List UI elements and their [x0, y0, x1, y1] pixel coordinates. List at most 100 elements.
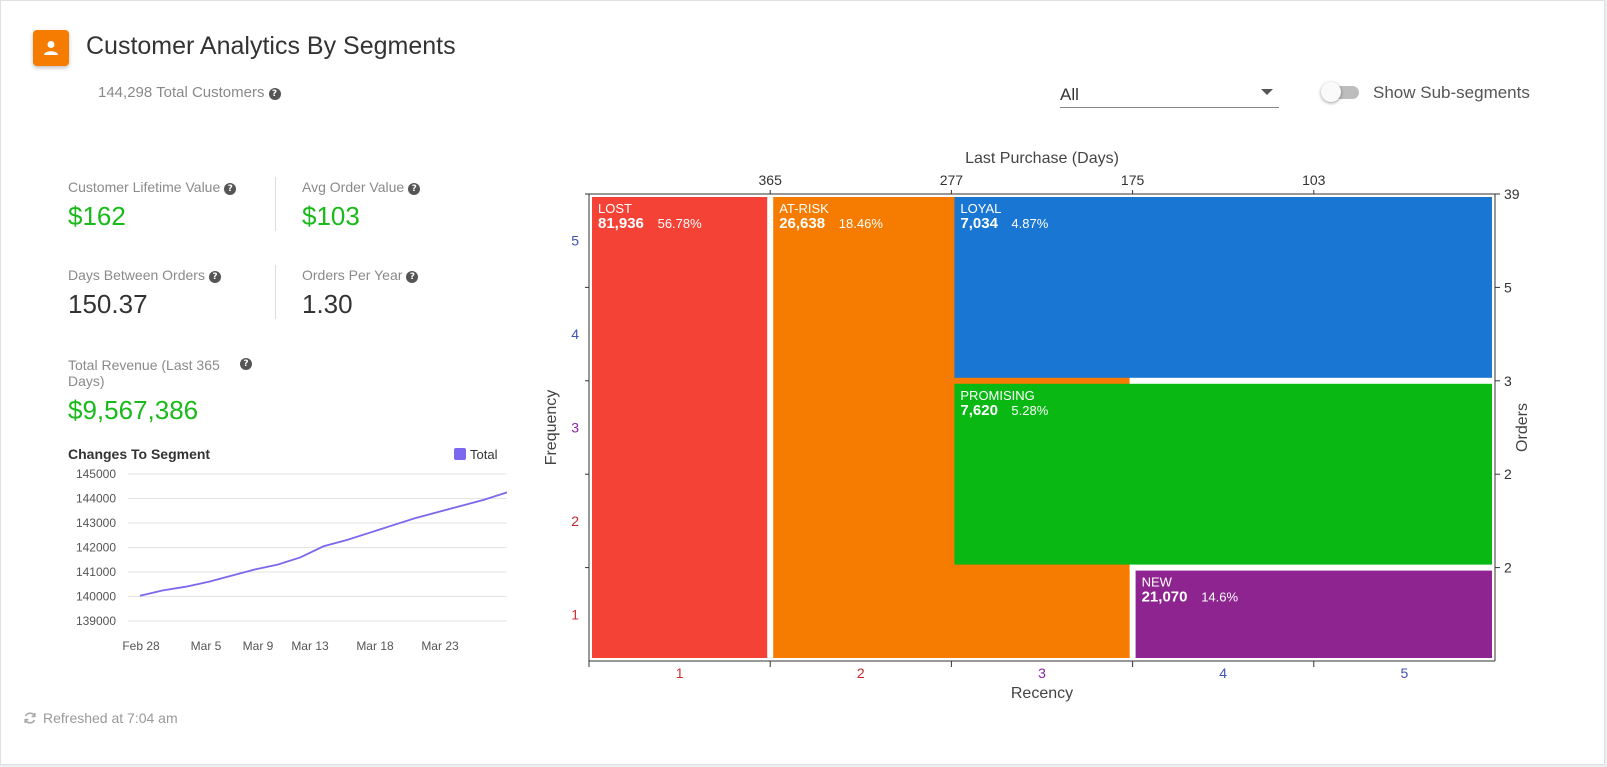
- y-tick-label: 4: [571, 326, 579, 342]
- segment-name: LOYAL: [960, 201, 1001, 216]
- help-icon[interactable]: ?: [408, 183, 421, 195]
- segment-block-promising: [954, 383, 1492, 565]
- metric-label-text: Avg Order Value: [302, 179, 405, 195]
- right-axis-label: Orders: [1514, 403, 1531, 452]
- metric-label: Orders Per Year?: [302, 267, 419, 283]
- segment-filter-select[interactable]: All: [1060, 82, 1279, 108]
- refreshed-text: Refreshed at 7:04 am: [43, 710, 178, 726]
- help-icon[interactable]: ?: [406, 271, 419, 283]
- y-tick-label: 1: [571, 606, 579, 622]
- x-tick-label: Mar 13: [291, 639, 329, 653]
- metric-label: Avg Order Value?: [302, 179, 421, 195]
- x-tick-label: Mar 5: [191, 639, 222, 653]
- metric-value: $9,567,386: [68, 395, 199, 425]
- segment-block-at-risk-extension: [948, 570, 1130, 658]
- y-tick-label: 141000: [76, 565, 116, 579]
- segment-count: 26,638: [779, 215, 825, 232]
- help-icon[interactable]: ?: [224, 183, 237, 195]
- x-tick-label: 1: [676, 665, 684, 681]
- refreshed-status: Refreshed at 7:04 am: [23, 710, 178, 726]
- y-tick-label: 5: [571, 233, 579, 249]
- chevron-down-icon: [1261, 89, 1273, 95]
- total-customers-text: 144,298 Total Customers: [98, 84, 265, 101]
- top-tick-label: 175: [1121, 172, 1145, 188]
- y-tick-label: 145000: [76, 467, 116, 481]
- help-icon[interactable]: ?: [268, 88, 281, 100]
- toggle-knob: [1321, 82, 1341, 102]
- changes-line-chart: 145000 144000 143000 142000 141000 140000 1390…: [76, 467, 508, 653]
- metric-value: $103: [302, 201, 360, 231]
- segment-filter-value: All: [1060, 85, 1079, 104]
- segment-block-new: [1135, 570, 1492, 658]
- segment-block-lost: [592, 197, 768, 658]
- x-tick-label: Mar 23: [421, 639, 459, 653]
- metric-orders-per-year: Orders Per Year? 1.30: [302, 267, 419, 320]
- y-tick-label: 3: [571, 420, 579, 436]
- sub-segments-label: Show Sub-segments: [1373, 83, 1530, 102]
- y-tick-label: 2: [571, 513, 579, 529]
- segment-pct: 5.28%: [1011, 403, 1048, 418]
- metric-label-text: Customer Lifetime Value: [68, 179, 221, 195]
- legend-label: Total: [470, 447, 498, 462]
- segment-block-loyal: [954, 197, 1492, 378]
- x-tick-label: 3: [1038, 665, 1046, 681]
- top-tick-label: 103: [1302, 172, 1326, 188]
- segment-count: 7,620: [960, 402, 998, 419]
- refresh-icon[interactable]: [23, 711, 37, 725]
- metric-label-text: Orders Per Year: [302, 267, 403, 283]
- person-icon: [33, 30, 69, 66]
- segment-name: AT-RISK: [779, 201, 829, 216]
- total-customers: 144,298 Total Customers?: [98, 84, 281, 101]
- x-tick-label: Mar 18: [356, 639, 394, 653]
- metric-label-text: Total Revenue (Last 365 Days): [68, 357, 220, 389]
- segment-count: 7,034: [960, 215, 998, 232]
- segment-name: PROMISING: [960, 388, 1034, 403]
- y-tick-label: 140000: [76, 590, 116, 604]
- metric-label: Days Between Orders?: [68, 267, 221, 283]
- segment-name: NEW: [1142, 575, 1173, 590]
- sub-segments-toggle[interactable]: [1321, 82, 1361, 102]
- series-line-total: [139, 491, 508, 597]
- x-tick-label: Mar 9: [243, 639, 274, 653]
- x-tick-label: Feb 28: [122, 639, 160, 653]
- legend-swatch: [454, 448, 466, 460]
- y-tick-label: 144000: [76, 492, 116, 506]
- help-icon[interactable]: ?: [208, 271, 221, 283]
- x-tick-label: 2: [857, 665, 865, 681]
- metric-value: 1.30: [302, 289, 353, 319]
- x-tick-label: 4: [1219, 665, 1227, 681]
- segment-pct: 56.78%: [658, 216, 703, 231]
- page-title: Customer Analytics By Segments: [86, 32, 456, 60]
- y-tick-label: 142000: [76, 541, 116, 555]
- segment-name: LOST: [598, 201, 632, 216]
- y-tick-label: 139000: [76, 614, 116, 628]
- metric-clv: Customer Lifetime Value? $162: [68, 179, 237, 232]
- metric-value: $162: [68, 201, 126, 231]
- metric-label: Total Revenue (Last 365 Days)?: [68, 357, 258, 389]
- right-tick-label: 39: [1504, 186, 1520, 202]
- y-axis-label: Frequency: [543, 390, 560, 466]
- x-tick-label: 5: [1401, 665, 1409, 681]
- divider: [275, 265, 276, 319]
- segment-pct: 14.6%: [1201, 590, 1238, 605]
- top-axis-label: Last Purchase (Days): [965, 150, 1119, 167]
- metric-label-text: Days Between Orders: [68, 267, 205, 283]
- right-tick-label: 2: [1504, 466, 1512, 482]
- changes-chart-title: Changes To Segment: [68, 446, 211, 462]
- changes-chart-legend[interactable]: Total: [454, 447, 497, 462]
- segment-count: 81,936: [598, 215, 644, 232]
- right-tick-label: 5: [1504, 279, 1512, 295]
- segment-pct: 18.46%: [839, 216, 884, 231]
- divider: [275, 177, 276, 231]
- y-tick-label: 143000: [76, 516, 116, 530]
- metric-aov: Avg Order Value? $103: [302, 179, 421, 232]
- metric-label: Customer Lifetime Value?: [68, 179, 237, 195]
- segment-count: 21,070: [1142, 589, 1188, 606]
- right-tick-label: 2: [1504, 560, 1512, 576]
- help-icon[interactable]: ?: [240, 358, 252, 370]
- right-tick-label: 3: [1504, 373, 1512, 389]
- x-axis-label: Recency: [1011, 685, 1073, 702]
- top-tick-label: 277: [940, 172, 964, 188]
